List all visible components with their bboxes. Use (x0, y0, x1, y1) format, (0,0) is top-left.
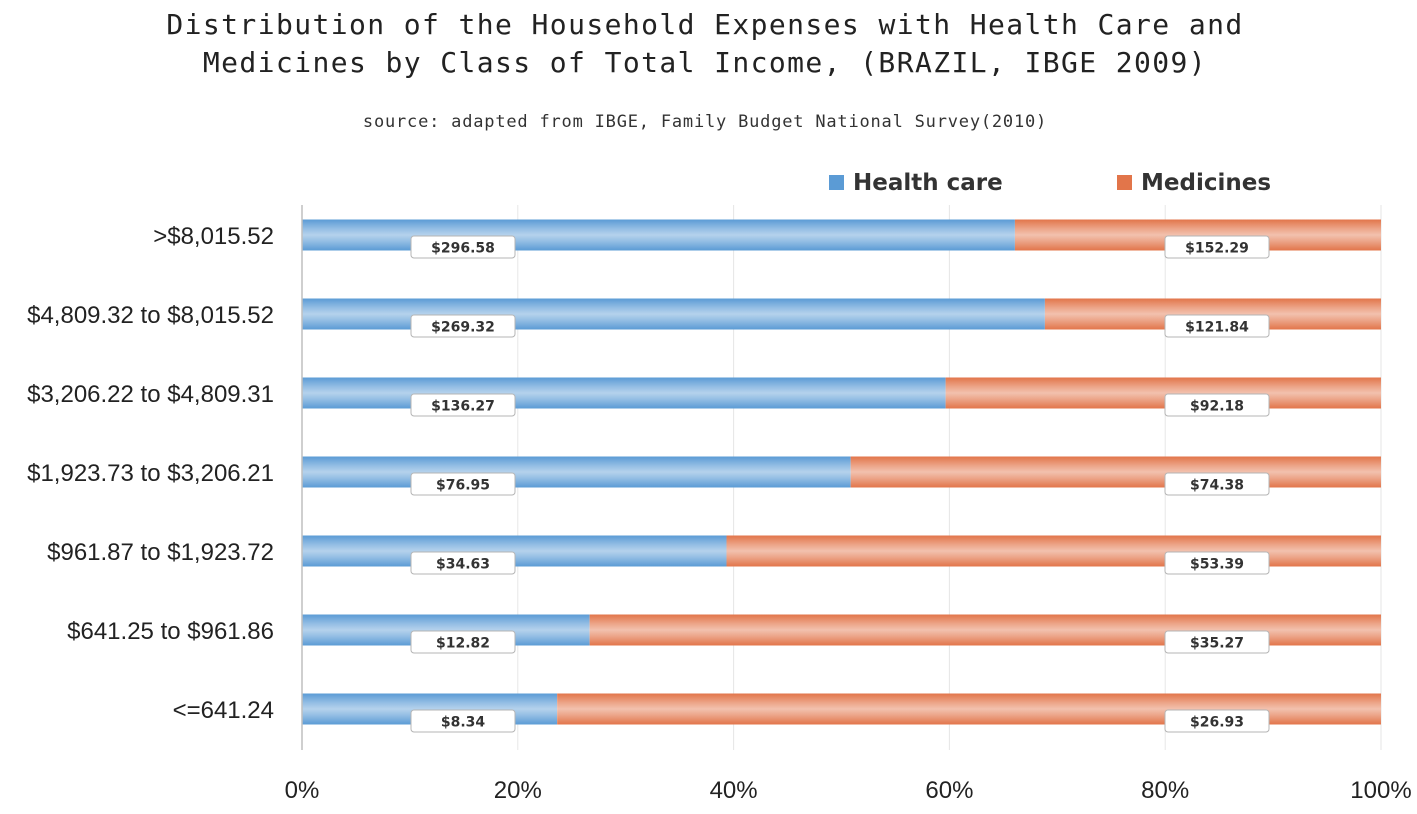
data-label-box (410, 393, 516, 417)
bar-health-care (302, 219, 1015, 251)
data-label: $76.95 (436, 478, 490, 494)
data-label: $269.32 (431, 320, 495, 336)
x-tick-label: 0% (285, 777, 320, 804)
chart-subtitle: source: adapted from IBGE, Family Budget… (362, 112, 1048, 132)
data-label-box (1164, 709, 1270, 733)
data-label: $53.39 (1190, 557, 1244, 573)
data-label-box (1164, 314, 1270, 338)
data-label-box (410, 551, 516, 575)
bar-medicines (726, 535, 1381, 567)
legend-swatch-medicines (1117, 175, 1132, 190)
data-label: $296.58 (431, 241, 495, 257)
x-tick-label: 60% (925, 777, 973, 804)
category-label: $3,206.22 to $4,809.31 (27, 381, 274, 408)
data-label-box (410, 472, 516, 496)
bar-medicines (945, 377, 1381, 409)
data-label-box (1164, 551, 1270, 575)
data-label: $35.27 (1190, 636, 1244, 652)
data-label-box (410, 630, 516, 654)
legend-label-health-care: Health care (853, 170, 1003, 196)
data-label-box (1164, 235, 1270, 259)
x-tick-label: 20% (494, 777, 542, 804)
legend-swatch-health-care (829, 175, 844, 190)
x-tick-label: 100% (1350, 777, 1411, 804)
x-tick-label: 40% (710, 777, 758, 804)
category-label: $4,809.32 to $8,015.52 (27, 302, 274, 329)
x-tick-label: 80% (1141, 777, 1189, 804)
category-label: $961.87 to $1,923.72 (47, 539, 274, 566)
bar-medicines (850, 456, 1381, 488)
data-label: $136.27 (431, 399, 495, 415)
legend-label-medicines: Medicines (1141, 170, 1271, 196)
data-label: $74.38 (1190, 478, 1244, 494)
data-label-box (1164, 393, 1270, 417)
data-label: $34.63 (436, 557, 490, 573)
data-label: $121.84 (1185, 320, 1249, 336)
data-label: $152.29 (1185, 241, 1249, 257)
data-label-box (410, 235, 516, 259)
data-label: $26.93 (1190, 715, 1244, 731)
bar-health-care (302, 377, 946, 409)
chart-title: Distribution of the Household Expenses w… (166, 8, 1244, 79)
data-label-box (410, 314, 516, 338)
data-label-box (1164, 472, 1270, 496)
data-label: $8.34 (441, 715, 486, 731)
data-label: $12.82 (436, 636, 490, 652)
category-label: <=641.24 (173, 697, 274, 724)
data-label-box (1164, 630, 1270, 654)
category-label: >$8,015.52 (153, 223, 274, 250)
category-label: $641.25 to $961.86 (67, 618, 274, 645)
data-label: $92.18 (1190, 399, 1244, 415)
category-label: $1,923.73 to $3,206.21 (27, 460, 274, 487)
bar-health-care (302, 456, 851, 488)
data-label-box (410, 709, 516, 733)
